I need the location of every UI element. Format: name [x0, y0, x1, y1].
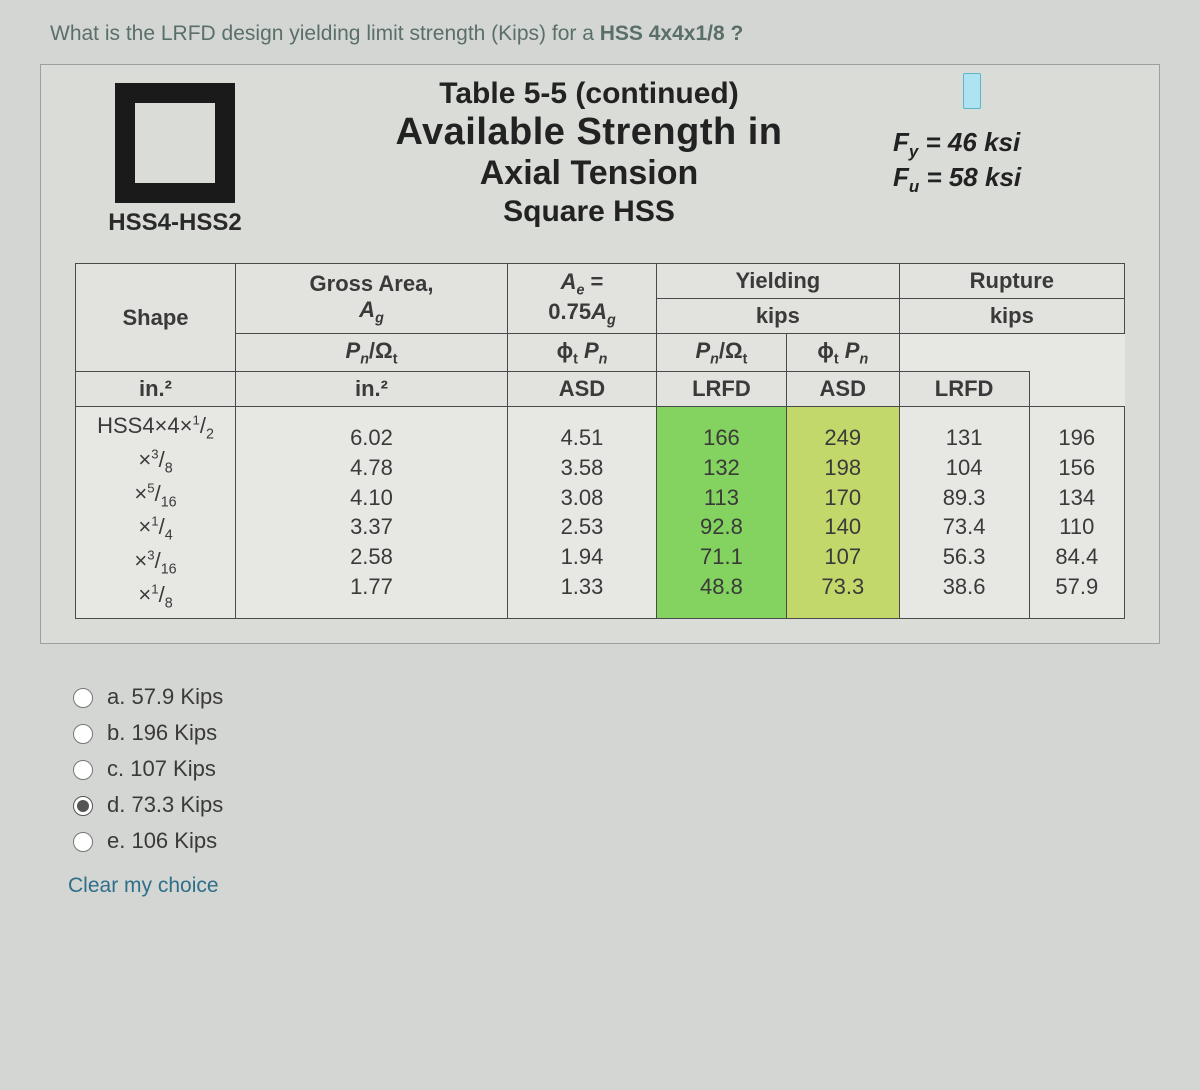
title-line-4: Square HSS [285, 195, 893, 229]
hss-square-icon [115, 83, 235, 203]
choice-c[interactable]: c. 107 Kips [68, 756, 1160, 782]
radio-e[interactable] [73, 832, 93, 852]
col-ae: 4.513.583.082.531.941.33 [507, 407, 656, 618]
answer-choices: a. 57.9 Kips b. 196 Kips c. 107 Kips d. 73.… [68, 684, 1160, 854]
unit-in2-ae: in.² [236, 372, 508, 407]
title-line-1: Table 5-5 (continued) [285, 77, 893, 111]
radio-d[interactable] [73, 796, 93, 816]
hdr-rupt-kips: kips [899, 299, 1124, 334]
table-body-row: HSS4×4×1/2×3/8×5/16×1/4×3/16×1/8 6.024.7… [76, 407, 1125, 618]
hdr-yield-kips: kips [657, 299, 900, 334]
choice-label-b: b. 196 Kips [107, 720, 217, 746]
choice-label-c: c. 107 Kips [107, 756, 216, 782]
section-label: HSS4-HSS2 [65, 209, 285, 237]
question-prefix: What is the LRFD design yielding limit s… [50, 22, 600, 45]
strength-table: Shape Gross Area, Ag Ae =0.75Ag Yielding… [75, 263, 1125, 619]
hdr-pnomega-y: Pn/Ωt [236, 334, 508, 372]
title-line-3: Axial Tension [285, 154, 893, 193]
hdr-asd-y: ASD [507, 372, 656, 407]
table-figure: HSS4-HSS2 Table 5-5 (continued) Availabl… [40, 64, 1160, 644]
hdr-rupture: Rupture [899, 264, 1124, 299]
choice-a[interactable]: a. 57.9 Kips [68, 684, 1160, 710]
hdr-shape: Shape [76, 264, 236, 372]
col-rupt-lrfd: 19615613411084.457.9 [1029, 407, 1124, 618]
choice-d[interactable]: d. 73.3 Kips [68, 792, 1160, 818]
hdr-phipn-y: ϕt Pn [507, 334, 656, 372]
col-rupt-asd: 13110489.373.456.338.6 [899, 407, 1029, 618]
title-line-2: Available Strength in [285, 111, 893, 154]
material-props: Fy = 46 ksi Fu = 58 ksi [893, 75, 1123, 197]
choice-label-d: d. 73.3 Kips [107, 792, 223, 818]
choice-b[interactable]: b. 196 Kips [68, 720, 1160, 746]
choice-e[interactable]: e. 106 Kips [68, 828, 1160, 854]
col-ag: 6.024.784.103.372.581.77 [236, 407, 508, 618]
choice-label-e: e. 106 Kips [107, 828, 217, 854]
hdr-lrfd-r: LRFD [899, 372, 1029, 407]
col-shape: HSS4×4×1/2×3/8×5/16×1/4×3/16×1/8 [76, 407, 236, 618]
hdr-yielding: Yielding [657, 264, 900, 299]
radio-c[interactable] [73, 760, 93, 780]
col-yield-asd: 16613211392.871.148.8 [657, 407, 787, 618]
hdr-asd-r: ASD [786, 372, 899, 407]
unit-in2-ag: in.² [76, 372, 236, 407]
question-bold: HSS 4x4x1/8 ? [600, 22, 744, 45]
highlight-marker-icon [963, 73, 981, 109]
hdr-pnomega-r: Pn/Ωt [657, 334, 787, 372]
radio-b[interactable] [73, 724, 93, 744]
hdr-ae: Ae =0.75Ag [507, 264, 656, 334]
choice-label-a: a. 57.9 Kips [107, 684, 223, 710]
col-yield-lrfd: 24919817014010773.3 [786, 407, 899, 618]
radio-a[interactable] [73, 688, 93, 708]
hdr-gross-area: Gross Area, Ag [236, 264, 508, 334]
question-text: What is the LRFD design yielding limit s… [50, 22, 1160, 46]
hdr-lrfd-y: LRFD [657, 372, 787, 407]
clear-choice-link[interactable]: Clear my choice [68, 874, 1160, 898]
hdr-phipn-r: ϕt Pn [786, 334, 899, 372]
